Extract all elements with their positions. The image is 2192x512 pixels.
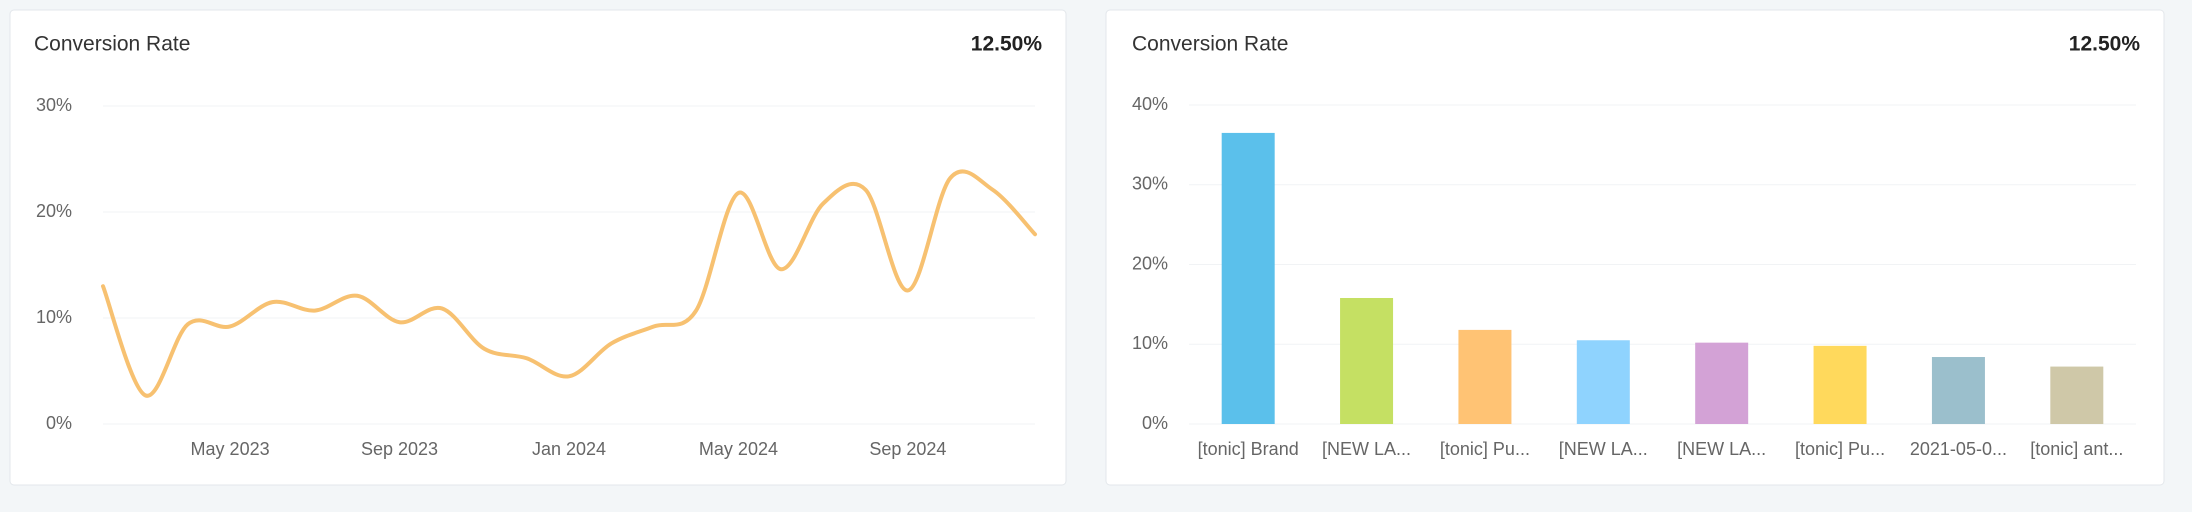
x-tick-label: [NEW LA...: [1322, 439, 1411, 459]
x-tick-label: Sep 2023: [361, 439, 438, 459]
y-tick-label: 30%: [36, 95, 72, 115]
bar: [1221, 132, 1275, 424]
card: [9, 9, 1067, 486]
x-tick-label: Jan 2024: [532, 439, 606, 459]
x-tick-label: May 2024: [699, 439, 778, 459]
x-tick-label: [NEW LA...: [1677, 439, 1766, 459]
y-tick-label: 0%: [46, 413, 72, 433]
y-tick-label: 20%: [1132, 253, 1168, 273]
x-tick-label: Sep 2024: [869, 439, 946, 459]
y-tick-label: 10%: [1132, 333, 1168, 353]
x-tick-label: [tonic] Brand: [1198, 439, 1299, 459]
y-tick-label: 20%: [36, 201, 72, 221]
y-tick-label: 10%: [36, 307, 72, 327]
x-tick-label: May 2023: [191, 439, 270, 459]
y-tick-label: 0%: [1142, 413, 1168, 433]
bar: [1340, 297, 1394, 424]
x-tick-label: [tonic] Pu...: [1795, 439, 1885, 459]
x-tick-label: [NEW LA...: [1559, 439, 1648, 459]
card-title: Conversion Rate: [34, 33, 190, 56]
x-tick-label: [tonic] Pu...: [1440, 439, 1530, 459]
bar: [2050, 366, 2104, 424]
bar: [1813, 345, 1867, 424]
x-tick-label: [tonic] ant...: [2030, 439, 2123, 459]
line: [101, 169, 1037, 398]
bar: [1576, 340, 1630, 424]
y-tick-label: 40%: [1132, 94, 1168, 114]
bar: [1458, 329, 1512, 424]
card-summary: 12.50%: [971, 33, 1043, 56]
bar: [1695, 342, 1749, 424]
card-title: Conversion Rate: [1132, 33, 1288, 56]
x-tick-label: 2021-05-0...: [1910, 439, 2007, 459]
bar: [1931, 357, 1985, 424]
card-summary: 12.50%: [2069, 33, 2141, 56]
y-tick-label: 30%: [1132, 174, 1168, 194]
